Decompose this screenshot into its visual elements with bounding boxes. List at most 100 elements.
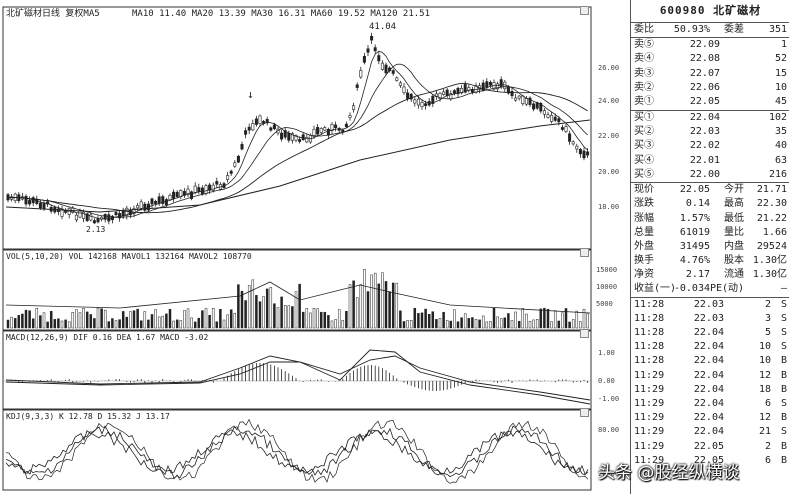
info-row: 现价 22.05 今开 21.71 (631, 183, 789, 197)
kline-chart-area[interactable]: 北矿磁材日线 复权MA5 MA10 11.40 MA20 13.39 MA30 … (0, 0, 630, 494)
volume-bar (532, 319, 535, 329)
candle-body (280, 132, 284, 140)
volume-bar (381, 272, 384, 329)
order-label: 卖③ (634, 67, 654, 79)
kdj-d-line (5, 429, 589, 476)
panel-toggle-button[interactable] (580, 248, 589, 257)
candle-body (154, 201, 158, 204)
candle-body (359, 70, 363, 78)
order-price: 22.01 (689, 154, 720, 166)
kline-chart-svg[interactable]: 北矿磁材日线 复权MA5 MA10 11.40 MA20 13.39 MA30 … (0, 0, 630, 494)
volume-bar (49, 310, 53, 329)
tick-row: 11:28 22.04 5 S (631, 326, 789, 340)
candle-body (89, 214, 93, 221)
ma-line-short (7, 50, 588, 220)
info-key: 总量 (634, 226, 654, 238)
volume-bar (561, 312, 564, 329)
tick-row: 11:29 22.04 21 S (631, 425, 789, 439)
tick-list[interactable]: 11:28 22.03 2 S 11:28 22.03 3 S 11:28 22.04 5 S 1… (631, 298, 789, 468)
candle-body (539, 103, 543, 112)
candle-body (211, 184, 215, 191)
info-value: 1.30亿 (752, 255, 787, 267)
candle-body (402, 86, 406, 93)
volume-bar (78, 312, 82, 329)
moving-average-lines (5, 50, 591, 220)
candle-body (305, 137, 309, 143)
panel-toggle-button[interactable] (580, 6, 589, 15)
buy-order-row[interactable]: 买① 22.04 102 (631, 111, 789, 125)
panel-toggle-button[interactable] (580, 329, 589, 338)
panel-toggle-button[interactable] (580, 408, 589, 417)
tick-side: S (780, 327, 787, 339)
buy-order-row[interactable]: 买③ 22.02 40 (631, 139, 789, 153)
volume-bar (323, 311, 327, 329)
tick-volume: 10 (758, 341, 771, 353)
candle-body (316, 127, 320, 135)
order-price: 22.09 (689, 39, 720, 51)
volume-bar (348, 284, 352, 329)
candle-body (542, 110, 546, 115)
volume-bars-group (5, 269, 591, 329)
volume-bar (539, 308, 543, 329)
ticks-divider (631, 296, 789, 298)
volume-bar (93, 318, 96, 329)
volume-bar (251, 279, 255, 329)
info-value: 29524 (756, 240, 787, 252)
buy-order-row[interactable]: 买⑤ 22.00 216 (631, 168, 789, 182)
candle-body (532, 103, 536, 110)
watermark-text: 头条 @股经纵横谈 (598, 463, 740, 483)
candle-body (334, 124, 338, 129)
buy-orders: 买① 22.04 102 买② 22.03 35 买③ 22.02 40 买④ 22.01 63… (631, 111, 789, 182)
candle-body (215, 181, 219, 185)
sell-order-row[interactable]: 卖① 22.05 45 (631, 95, 789, 109)
candle-body (233, 162, 237, 167)
candle-body (38, 202, 42, 209)
volume-bar (89, 314, 93, 329)
order-price: 22.04 (689, 111, 720, 123)
volume-bar (118, 319, 121, 329)
volume-bar (6, 319, 10, 329)
volume-bar (298, 283, 301, 329)
candle-body (510, 91, 514, 97)
info-key: 最高 (724, 198, 744, 210)
ratio-key: 委比 (634, 24, 654, 35)
price-axis-label: 20.00 (598, 168, 619, 176)
volume-bar (553, 310, 557, 329)
sell-order-row[interactable]: 卖② 22.06 10 (631, 81, 789, 95)
tick-price: 22.05 (693, 454, 724, 466)
sell-order-row[interactable]: 卖⑤ 22.09 1 (631, 38, 789, 52)
order-volume: 10 (774, 82, 787, 94)
tick-volume: 12 (758, 369, 771, 381)
ma-line-long (7, 82, 588, 214)
info-row: 收益(一) -0.034 PE(动) — (631, 282, 789, 296)
sell-order-row[interactable]: 卖④ 22.08 52 (631, 52, 789, 66)
volume-axis-label: 10000 (596, 283, 617, 291)
candle-body (528, 97, 532, 105)
volume-bar (71, 312, 75, 329)
tick-time: 11:28 (634, 327, 665, 339)
candle-body (114, 212, 118, 216)
buy-order-row[interactable]: 买④ 22.01 63 (631, 154, 789, 168)
volume-header-text: VOL(5,10,20) VOL 142168 MAVOL1 132164 MA… (6, 252, 252, 261)
volume-bar (157, 316, 161, 329)
volume-bar (121, 311, 125, 329)
volume-bar (247, 285, 251, 329)
volume-bar (525, 313, 528, 329)
sell-order-row[interactable]: 卖③ 22.07 15 (631, 67, 789, 81)
volume-bar (287, 305, 291, 329)
volume-bar (175, 319, 179, 329)
volume-bar (370, 274, 373, 329)
tick-side: S (780, 312, 787, 324)
tick-time: 11:29 (634, 454, 665, 466)
volume-bar (273, 303, 276, 329)
candle-body (319, 128, 323, 133)
volume-bar (363, 269, 366, 329)
candle-body (85, 213, 89, 222)
info-key: 最低 (724, 212, 744, 224)
candle-body (445, 89, 449, 96)
volume-bar (438, 318, 442, 329)
buy-order-row[interactable]: 买② 22.03 35 (631, 125, 789, 139)
info-key: 现价 (634, 184, 654, 196)
volume-bar (10, 316, 13, 329)
price-axis-label: 24.00 (598, 97, 619, 105)
